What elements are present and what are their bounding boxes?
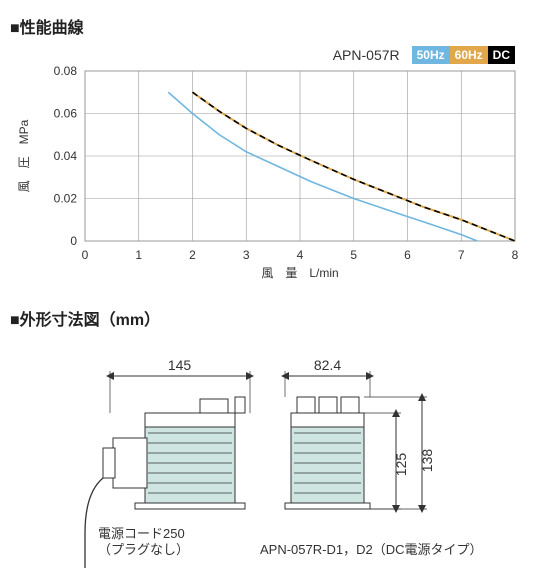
svg-text:0.06: 0.06 bbox=[54, 107, 78, 121]
svg-text:8: 8 bbox=[512, 248, 519, 262]
svg-text:138: 138 bbox=[419, 449, 435, 473]
legend-badge-50Hz: 50Hz bbox=[412, 46, 450, 64]
svg-text:145: 145 bbox=[168, 357, 192, 373]
svg-text:7: 7 bbox=[458, 248, 465, 262]
legend-badge-DC: DC bbox=[488, 46, 515, 64]
svg-text:4: 4 bbox=[297, 248, 304, 262]
svg-text:2: 2 bbox=[189, 248, 196, 262]
dimension-svg: 14582.4125138電源コード250（プラグなし）APN-057R-D1，… bbox=[10, 338, 530, 568]
svg-text:0.08: 0.08 bbox=[54, 66, 78, 78]
dimension-drawing: 14582.4125138電源コード250（プラグなし）APN-057R-D1，… bbox=[10, 338, 530, 568]
performance-chart: APN-057R 50Hz60HzDC 0 1 2 3 4 5 6 7 8 0.02 0.04 0.0… bbox=[10, 46, 530, 286]
section-title-dimensions: ■外形寸法図（mm） bbox=[10, 306, 540, 330]
model-label: APN-057R bbox=[333, 47, 400, 63]
svg-text:0: 0 bbox=[82, 248, 89, 262]
chart-svg: 0 1 2 3 4 5 6 7 8 0.02 0.04 0.06 0.08 0 風 量 L/min 風 圧 M… bbox=[10, 66, 530, 281]
svg-text:0.04: 0.04 bbox=[54, 149, 78, 163]
svg-text:3: 3 bbox=[243, 248, 250, 262]
svg-text:風 量 L/min: 風 量 L/min bbox=[261, 266, 338, 280]
svg-text:1: 1 bbox=[135, 248, 142, 262]
legend-badge-60Hz: 60Hz bbox=[450, 46, 488, 64]
svg-text:125: 125 bbox=[393, 453, 409, 477]
chart-header: APN-057R 50Hz60HzDC bbox=[10, 46, 530, 64]
section-title-performance: ■性能曲線 bbox=[10, 14, 540, 38]
svg-text:6: 6 bbox=[404, 248, 411, 262]
svg-text:0.02: 0.02 bbox=[54, 192, 78, 206]
svg-text:5: 5 bbox=[350, 248, 357, 262]
svg-text:風 圧 MPa: 風 圧 MPa bbox=[17, 119, 31, 192]
svg-text:電源コード250: 電源コード250 bbox=[98, 526, 185, 541]
svg-text:0: 0 bbox=[70, 234, 77, 248]
svg-text:82.4: 82.4 bbox=[314, 357, 341, 373]
